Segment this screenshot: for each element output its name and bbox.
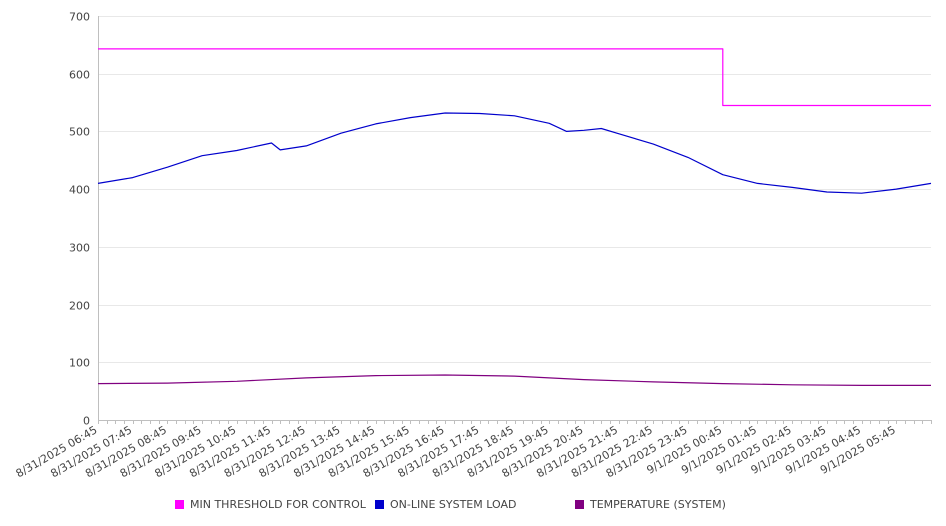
- series-line-temperature[interactable]: [97, 374, 931, 386]
- y-tick-label: 300: [69, 242, 90, 255]
- y-tick-label: 400: [69, 184, 90, 197]
- y-tick-label: 700: [69, 11, 90, 24]
- legend-label-min-threshold: MIN THRESHOLD FOR CONTROL: [190, 498, 366, 511]
- legend-item-temperature[interactable]: TEMPERATURE (SYSTEM): [575, 498, 726, 511]
- series-line-system-load[interactable]: [97, 112, 932, 194]
- legend-label-system-load: ON-LINE SYSTEM LOAD: [390, 498, 517, 511]
- grid: [98, 16, 931, 363]
- legend-label-temperature: TEMPERATURE (SYSTEM): [590, 498, 726, 511]
- legend: MIN THRESHOLD FOR CONTROL ON-LINE SYSTEM…: [0, 498, 946, 514]
- legend-item-system-load[interactable]: ON-LINE SYSTEM LOAD: [375, 498, 516, 511]
- axes: [98, 16, 932, 424]
- y-tick-label: 0: [83, 415, 90, 428]
- y-tick-label: 100: [69, 357, 90, 370]
- y-tick-label: 600: [69, 69, 90, 82]
- legend-swatch-system-load: [375, 500, 384, 509]
- legend-item-min-threshold[interactable]: MIN THRESHOLD FOR CONTROL: [175, 498, 366, 511]
- y-tick-label: 200: [69, 300, 90, 313]
- legend-swatch-min-threshold: [175, 500, 184, 509]
- series-line-min-threshold[interactable]: [98, 48, 931, 107]
- y-tick-label: 500: [69, 126, 90, 139]
- series-lines: [97, 48, 932, 386]
- legend-swatch-temperature: [575, 500, 584, 509]
